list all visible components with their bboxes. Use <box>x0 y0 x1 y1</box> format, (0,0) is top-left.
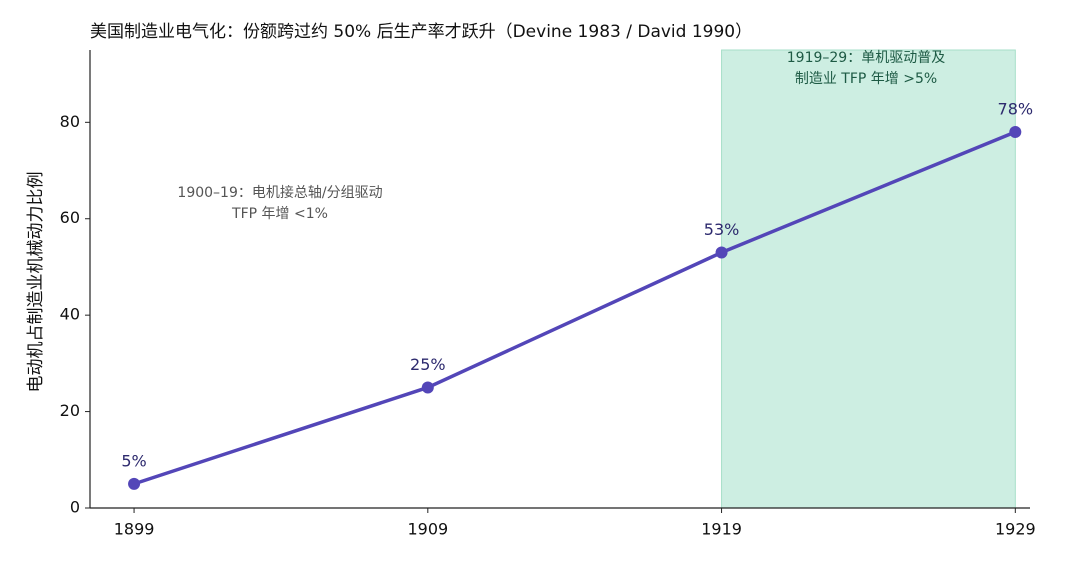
value-label: 25% <box>410 355 446 374</box>
annotation: 1919–29：单机驱动普及 <box>787 50 945 66</box>
point <box>1009 125 1022 138</box>
value-label: 78% <box>998 99 1034 118</box>
y-tick-label: 0 <box>70 498 80 517</box>
highlight-span <box>721 49 1016 509</box>
point <box>421 381 434 394</box>
value-label: 53% <box>704 220 740 239</box>
annotation: 1900–19：电机接总轴/分组驱动 <box>177 184 382 201</box>
y-tick-label: 40 <box>60 305 80 324</box>
value-label: 5% <box>121 451 146 470</box>
line <box>133 130 1016 486</box>
y-tick-label: 80 <box>60 112 80 131</box>
point <box>715 246 728 259</box>
y-tick-label: 60 <box>60 208 80 227</box>
annotation: 制造业 TFP 年增 >5% <box>795 71 937 87</box>
x-tick-label: 1929 <box>995 520 1036 539</box>
chart-title: 美国制造业电气化：份额跨过约 50% 后生产率才跃升（Devine 1983 /… <box>90 22 752 42</box>
y-axis-label: 电动机占制造业机械动力比例 <box>26 172 46 393</box>
annotation: TFP 年增 <1% <box>231 206 328 222</box>
y-tick-label: 20 <box>60 401 80 420</box>
x-tick-label: 1919 <box>701 520 742 539</box>
x-tick-label: 1899 <box>114 520 155 539</box>
x-tick-label: 1909 <box>407 520 448 539</box>
point <box>128 477 141 490</box>
